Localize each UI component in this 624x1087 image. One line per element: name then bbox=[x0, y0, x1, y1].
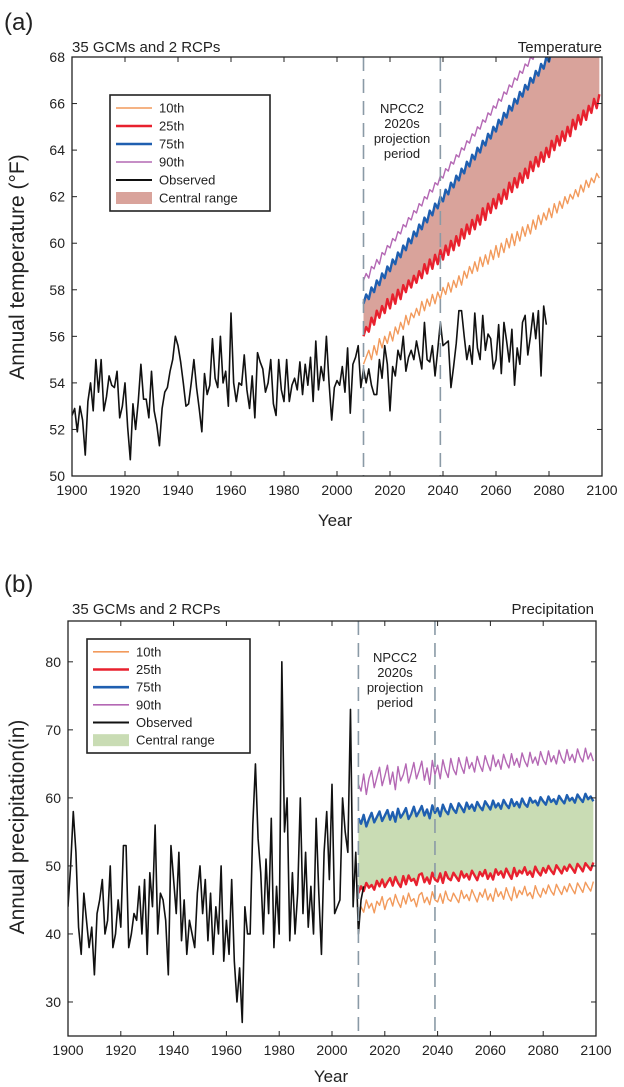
legend-label: 90th bbox=[159, 155, 184, 170]
x-tick-label: 1900 bbox=[56, 482, 87, 498]
legend-label: 75th bbox=[136, 680, 161, 695]
legend-label: 10th bbox=[136, 644, 161, 659]
x-tick-label: 2060 bbox=[475, 1042, 506, 1058]
legend-label: Central range bbox=[159, 191, 238, 206]
panel-a-header-left: 35 GCMs and 2 RCPs bbox=[72, 39, 220, 56]
panel-a-annotation-line-3: projection bbox=[374, 131, 430, 146]
panel-a-header-right: Temperature bbox=[518, 39, 602, 56]
x-tick-label: 2000 bbox=[316, 1042, 347, 1058]
series-line-75th bbox=[357, 792, 595, 828]
x-tick-label: 2080 bbox=[533, 482, 564, 498]
panel-b-annotation-line-3: projection bbox=[367, 680, 423, 695]
legend-swatch-central-range bbox=[93, 734, 129, 747]
y-tick-label: 52 bbox=[49, 421, 65, 437]
x-tick-label: 2020 bbox=[369, 1042, 400, 1058]
x-tick-label: 1940 bbox=[158, 1042, 189, 1058]
x-tick-label: 2080 bbox=[528, 1042, 559, 1058]
series-line-25th bbox=[357, 862, 595, 894]
panel-a-xlabel: Year bbox=[318, 511, 353, 530]
y-tick-label: 58 bbox=[49, 282, 65, 298]
panel-a-annotation-line-1: NPCC2 bbox=[380, 101, 424, 116]
series-line-90th bbox=[357, 747, 595, 796]
legend-label: Observed bbox=[136, 715, 192, 730]
y-tick-label: 60 bbox=[45, 790, 61, 806]
y-tick-label: 40 bbox=[45, 926, 61, 942]
panel-a-letter: (a) bbox=[4, 9, 33, 36]
panel-a-annotation-line-2: 2020s bbox=[384, 116, 420, 131]
x-tick-label: 1980 bbox=[264, 1042, 295, 1058]
plot-area bbox=[68, 661, 595, 1024]
x-tick-label: 1940 bbox=[162, 482, 193, 498]
y-tick-label: 70 bbox=[45, 722, 61, 738]
y-tick-label: 50 bbox=[49, 468, 65, 484]
series-line-observed bbox=[68, 661, 365, 1024]
x-tick-label: 1980 bbox=[268, 482, 299, 498]
panel-a-annotation-line-4: period bbox=[384, 146, 420, 161]
y-tick-label: 60 bbox=[49, 235, 65, 251]
panel-b-letter: (b) bbox=[4, 571, 33, 598]
legend-label: 90th bbox=[136, 697, 161, 712]
x-tick-label: 1920 bbox=[109, 482, 140, 498]
x-tick-label: 1960 bbox=[215, 482, 246, 498]
legend: 10th 25th 75th 90th Observed Central range bbox=[86, 638, 251, 754]
series-line-75th bbox=[362, 57, 552, 305]
y-tick-label: 62 bbox=[49, 189, 65, 205]
y-tick-label: 56 bbox=[49, 328, 65, 344]
panel-b-xlabel: Year bbox=[314, 1067, 349, 1086]
y-tick-label: 30 bbox=[45, 994, 61, 1010]
x-tick-label: 2060 bbox=[480, 482, 511, 498]
legend-label: 10th bbox=[159, 101, 184, 116]
y-tick-label: 66 bbox=[49, 96, 65, 112]
legend-swatch-central-range bbox=[116, 192, 152, 204]
x-tick-label: 2040 bbox=[427, 482, 458, 498]
legend-label: 25th bbox=[136, 662, 161, 677]
series-line-10th bbox=[357, 881, 595, 918]
x-tick-label: 1900 bbox=[52, 1042, 83, 1058]
plot-area bbox=[72, 57, 601, 461]
legend: 10th 25th 75th 90th Observed Central range bbox=[109, 94, 271, 212]
x-tick-label: 2020 bbox=[374, 482, 405, 498]
legend-box bbox=[109, 94, 271, 212]
x-tick-label: 2100 bbox=[580, 1042, 611, 1058]
legend-label: Central range bbox=[136, 733, 215, 748]
y-tick-label: 80 bbox=[45, 654, 61, 670]
panel-a-ylabel: Annual temperature (°F) bbox=[6, 154, 29, 380]
y-tick-label: 50 bbox=[45, 858, 61, 874]
legend-label: 25th bbox=[159, 119, 184, 134]
legend-box bbox=[86, 638, 251, 754]
x-tick-label: 1920 bbox=[105, 1042, 136, 1058]
legend-label: 75th bbox=[159, 137, 184, 152]
panel-b-header-right: Precipitation bbox=[511, 601, 594, 618]
y-tick-label: 68 bbox=[49, 49, 65, 65]
x-tick-label: 2040 bbox=[422, 1042, 453, 1058]
series-line-observed bbox=[72, 305, 548, 461]
precipitation-panel: (b) 35 GCMs and 2 RCPs Precipitation Ann… bbox=[4, 571, 612, 1086]
central-range-band bbox=[363, 57, 600, 337]
temperature-panel: (a) 35 GCMs and 2 RCPs Temperature Annua… bbox=[4, 9, 618, 530]
panel-b-annotation-line-1: NPCC2 bbox=[373, 650, 417, 665]
panel-b-header-left: 35 GCMs and 2 RCPs bbox=[72, 601, 220, 618]
series-line-10th bbox=[362, 172, 600, 365]
legend-label: Observed bbox=[159, 173, 215, 188]
panel-b-annotation-line-4: period bbox=[377, 695, 413, 710]
x-tick-label: 1960 bbox=[211, 1042, 242, 1058]
panel-b-ylabel: Annual precipitation(in) bbox=[6, 720, 29, 935]
series-line-90th bbox=[362, 57, 535, 281]
y-tick-label: 54 bbox=[49, 375, 65, 391]
panel-b-annotation-line-2: 2020s bbox=[377, 665, 413, 680]
x-tick-label: 2100 bbox=[586, 482, 617, 498]
series-line-25th bbox=[362, 94, 601, 337]
y-tick-label: 64 bbox=[49, 142, 65, 158]
x-tick-label: 2000 bbox=[321, 482, 352, 498]
